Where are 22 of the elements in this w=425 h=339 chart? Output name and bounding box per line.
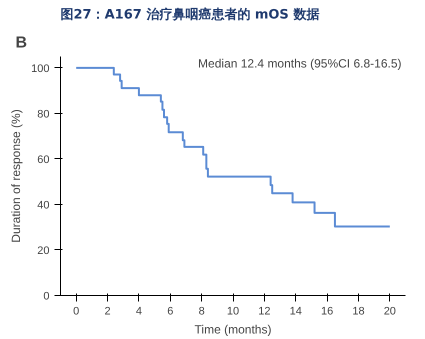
x-tick-label: 16 — [320, 306, 334, 318]
x-tick-label: 6 — [167, 306, 174, 318]
x-tick-label: 4 — [136, 306, 142, 318]
x-tick-label: 14 — [290, 306, 302, 318]
x-tick-label: 2 — [104, 306, 111, 318]
x-tick-label: 12 — [258, 306, 270, 318]
x-tick-label: 18 — [352, 306, 365, 318]
x-axis-title: Time (months) — [194, 322, 272, 336]
y-tick-label: 100 — [31, 62, 50, 75]
x-tick-label: 20 — [384, 306, 396, 318]
y-tick-label: 40 — [37, 199, 50, 212]
text: B — [16, 34, 28, 52]
x-tick-label: 10 — [226, 306, 240, 318]
chart-title: 图27：A167 治疗鼻咽癌患者的 mOS 数据 — [60, 6, 320, 22]
y-tick-label: 0 — [43, 290, 50, 302]
y-tick-label: 60 — [37, 154, 50, 166]
annotation: Median 12.4 months (95%CI 6.8-16.5) — [198, 56, 402, 70]
y-tick-label: 20 — [37, 244, 50, 257]
x-tick-label: 8 — [198, 306, 205, 318]
y-axis-title: Duration of response (%) — [9, 109, 24, 243]
x-tick-label: 0 — [73, 306, 80, 318]
y-tick-label: 80 — [37, 108, 50, 120]
